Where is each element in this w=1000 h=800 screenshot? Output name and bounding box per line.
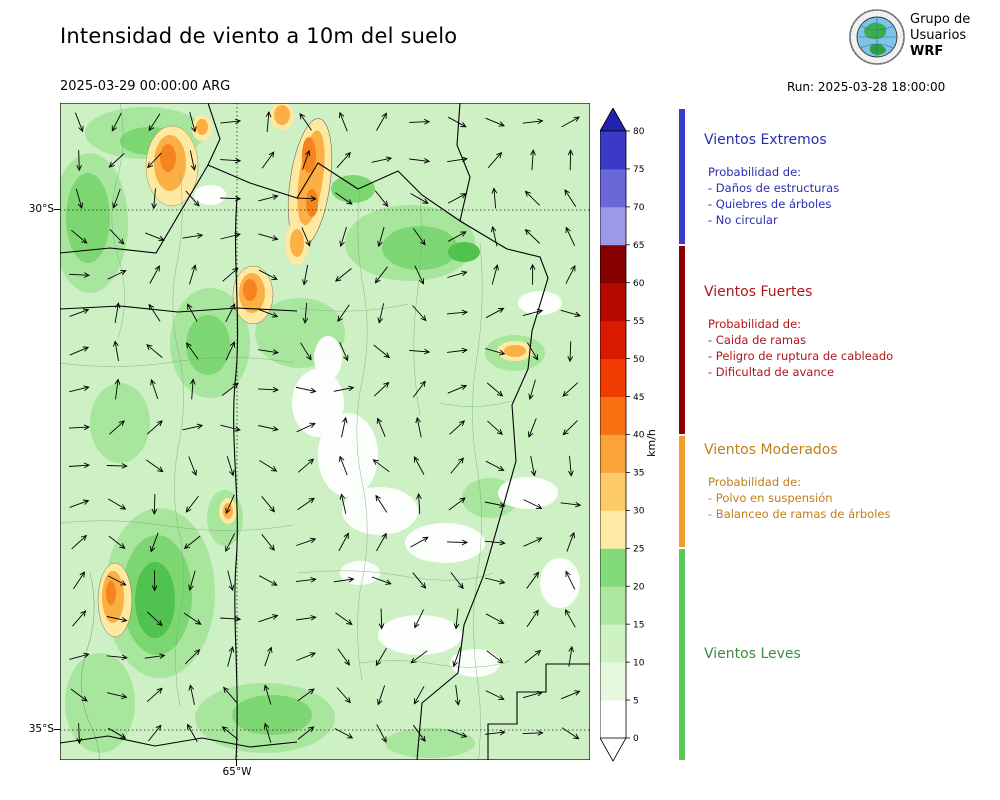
legend-intro: Probabilidad de: [708, 165, 802, 179]
wrf-logo: Grupo de Usuarios WRF [846, 4, 996, 68]
legend-item: - Peligro de ruptura de cableado [708, 349, 894, 363]
wind-map [52, 102, 591, 800]
wind-map-canvas [52, 102, 591, 800]
legend-category-bar [679, 435, 685, 548]
legend-title-moderados: Vientos Moderados [704, 442, 838, 458]
svg-text:55: 55 [633, 317, 644, 327]
legend-item: - Balanceo de ramas de árboles [708, 507, 891, 521]
logo-text: Grupo de Usuarios WRF [910, 12, 970, 60]
legend-intro: Probabilidad de: [708, 317, 802, 331]
svg-text:80: 80 [633, 127, 645, 137]
legend-category-bar [679, 549, 685, 760]
wind-direction-arrows [68, 110, 582, 745]
logo-text-line1: Grupo de [910, 12, 971, 27]
svg-text:0: 0 [633, 734, 639, 744]
run-label: Run: 2025-03-28 18:00:00 [787, 80, 946, 94]
svg-text:40: 40 [633, 431, 645, 441]
svg-text:75: 75 [633, 165, 644, 175]
svg-text:10: 10 [633, 658, 645, 668]
legend-item: - Caida de ramas [708, 333, 807, 347]
svg-text:65: 65 [633, 241, 644, 251]
legend-category-bar [679, 245, 685, 434]
svg-text:5: 5 [633, 696, 639, 706]
lon-tick-label-65w: 65°W [222, 766, 252, 778]
globe-icon [849, 9, 905, 65]
legend-item: - Dificultad de avance [708, 365, 835, 379]
department-boundaries [59, 102, 513, 800]
svg-text:50: 50 [633, 355, 645, 365]
legend-category-bar [679, 109, 685, 244]
green-wind-field [52, 107, 545, 758]
lat-tick-mark-35s [54, 729, 60, 730]
legend-section-moderados: Vientos Moderados Probabilidad de: - Pol… [704, 442, 996, 522]
svg-text:35: 35 [633, 469, 644, 479]
legend-item: - Polvo en suspensión [708, 491, 833, 505]
legend-title-extremos: Vientos Extremos [704, 132, 827, 148]
svg-text:25: 25 [633, 545, 644, 555]
legend-section-extremos: Vientos Extremos Probabilidad de: - Daño… [704, 132, 996, 228]
lon-tick-mark-65w [236, 760, 237, 766]
svg-text:15: 15 [633, 620, 644, 630]
colorbar: km/h 0 5 10 15 20 25 30 35 40 45 50 55 60 65 70 75 80 [599, 107, 670, 770]
lat-tick-label-30s: 30°S [28, 203, 54, 215]
legend-section-fuertes: Vientos Fuertes Probabilidad de: - Caida… [704, 284, 996, 380]
lat-tick-label-35s: 35°S [28, 723, 54, 735]
legend-section-leves: Vientos Leves [704, 646, 996, 662]
svg-text:60: 60 [633, 279, 645, 289]
legend-title-leves: Vientos Leves [704, 646, 801, 662]
legend-item: - Daños de estructuras [708, 181, 840, 195]
moderate-wind-patches [97, 102, 533, 638]
legend-intro: Probabilidad de: [708, 475, 802, 489]
logo-text-line2: Usuarios [910, 28, 967, 43]
page-title: Intensidad de viento a 10m del suelo [60, 24, 458, 48]
lat-tick-mark-30s [54, 209, 60, 210]
legend-body-moderados: Probabilidad de: - Polvo en suspensión -… [704, 474, 996, 522]
legend-title-fuertes: Vientos Fuertes [704, 284, 813, 300]
svg-text:70: 70 [633, 203, 645, 213]
legend-body-fuertes: Probabilidad de: - Caida de ramas - Peli… [704, 316, 996, 380]
logo-text-line3: WRF [910, 44, 944, 59]
valid-time: 2025-03-29 00:00:00 ARG [60, 79, 231, 94]
colorbar-unit-label: km/h [645, 429, 658, 457]
colorbar-scale: km/h 0 5 10 15 20 25 30 35 40 45 50 55 60 65 70 75 80 [599, 107, 658, 762]
svg-text:30: 30 [633, 507, 645, 517]
svg-text:45: 45 [633, 393, 644, 403]
legend-item: - No circular [708, 213, 778, 227]
legend-item: - Quiebres de árboles [708, 197, 832, 211]
province-boundaries [59, 102, 590, 761]
legend-body-extremos: Probabilidad de: - Daños de estructuras … [704, 164, 996, 228]
graticule [60, 103, 590, 760]
svg-text:20: 20 [633, 582, 645, 592]
